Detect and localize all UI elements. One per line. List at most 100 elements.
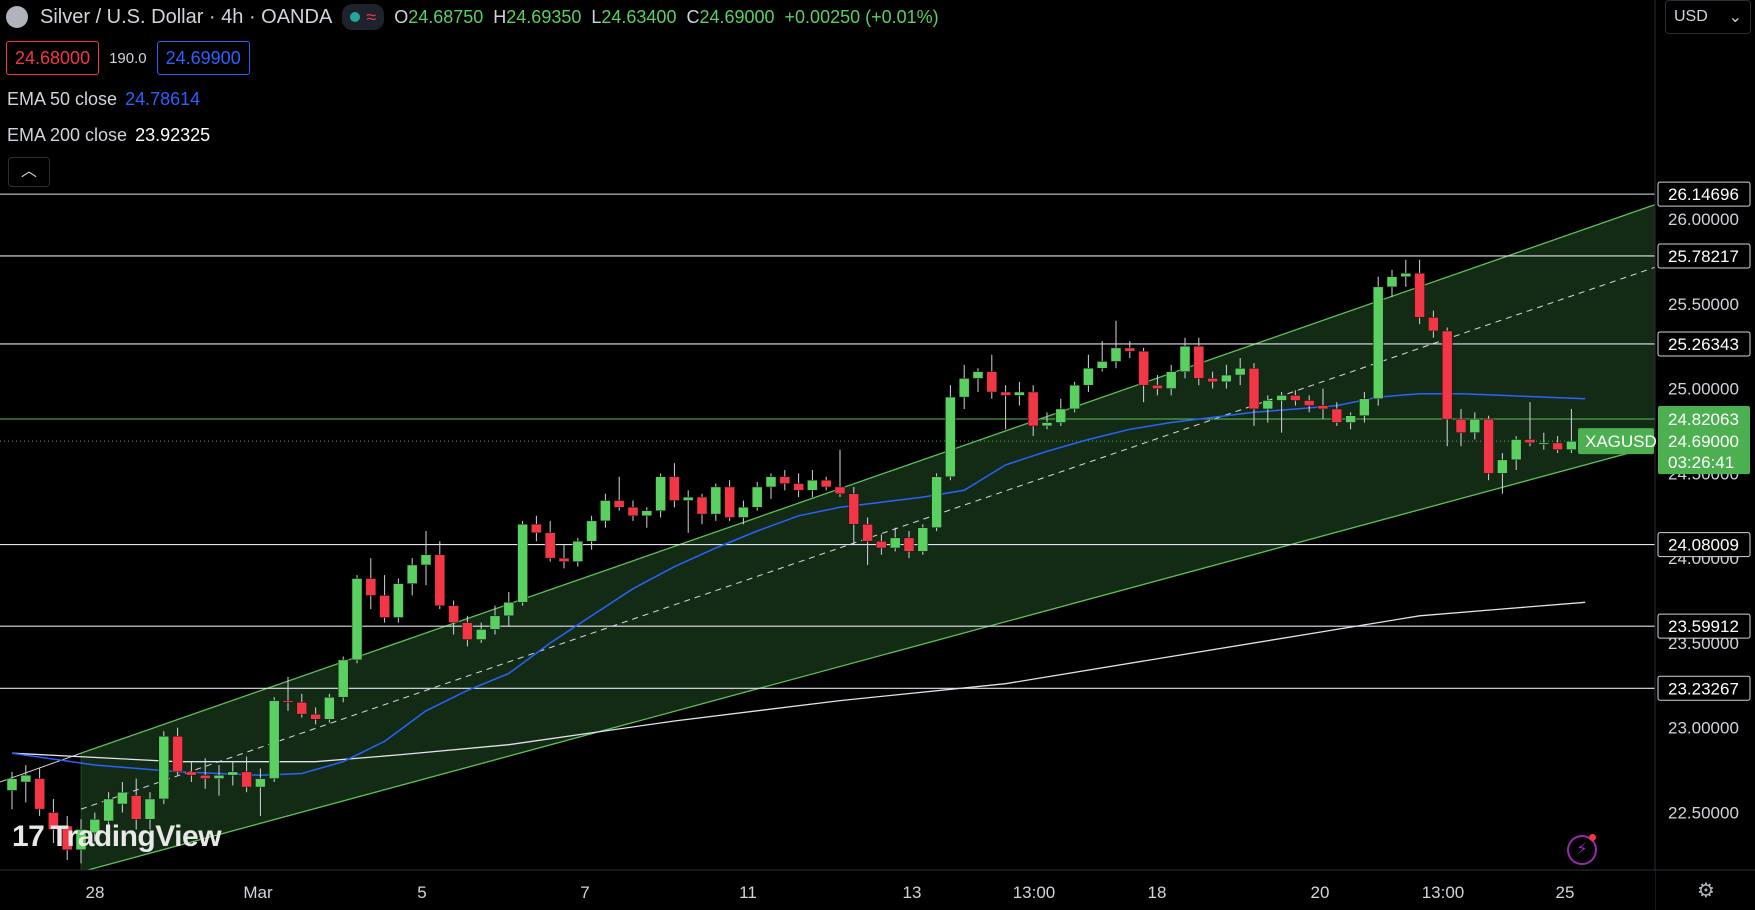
candle-body [1027, 391, 1039, 427]
candle-body [1083, 368, 1094, 386]
candle-body [724, 486, 735, 518]
candle [144, 792, 156, 830]
candle [1552, 436, 1563, 454]
level-tag-label: 25.26343 [1668, 335, 1739, 354]
candle [75, 819, 87, 864]
candle [1497, 453, 1508, 494]
candle [1510, 436, 1522, 470]
candle-body [1096, 361, 1108, 369]
indicator-ema50[interactable]: EMA 50 close 24.78614 [7, 89, 200, 110]
symbol-title[interactable]: Silver / U.S. Dollar · 4h · OANDA [40, 5, 333, 28]
candle-body [1262, 400, 1274, 410]
candle [917, 524, 929, 555]
silver-symbol-icon [6, 6, 28, 28]
bolt-icon[interactable]: ⚡ [1567, 835, 1597, 865]
candle-body [1441, 330, 1453, 420]
candle [848, 486, 860, 545]
candle [1483, 415, 1494, 481]
candle-body [1124, 347, 1136, 352]
candle [696, 493, 708, 525]
candle-body [1566, 440, 1577, 450]
candle [876, 534, 887, 555]
candle [393, 578, 404, 623]
candle-body [1345, 415, 1356, 423]
candle [1262, 395, 1274, 423]
candle [158, 731, 170, 805]
channel-extension-ray [0, 752, 82, 783]
candle-body [876, 540, 887, 549]
candle-body [862, 524, 873, 542]
candle [337, 656, 349, 703]
candle-body [1414, 273, 1425, 318]
candle-body [34, 778, 45, 810]
candle-body [1041, 422, 1053, 427]
candle-body [420, 554, 432, 566]
candle [613, 476, 625, 511]
candle [1069, 381, 1080, 413]
level-tag-label: 23.23267 [1668, 679, 1739, 698]
candle-body [807, 479, 818, 491]
candle-body [682, 496, 694, 501]
market-status-pill[interactable]: ≈ [342, 4, 385, 30]
candle-body [406, 564, 418, 584]
channel-median-line [80, 257, 1682, 810]
quote-row: 24.68000 190.0 24.69900 [6, 41, 250, 75]
candle [268, 697, 280, 782]
candle [1428, 310, 1439, 338]
candle-body [296, 702, 308, 715]
candle [1234, 358, 1246, 386]
currency-select[interactable]: USD ⌄ [1665, 0, 1751, 34]
candle-body [1455, 418, 1467, 433]
candle [517, 520, 528, 606]
candle [586, 515, 597, 550]
candle [1345, 412, 1356, 430]
candle-body [613, 500, 625, 508]
candle [103, 792, 114, 827]
channel-lower-line [80, 438, 1682, 873]
candle [1524, 402, 1536, 447]
sell-button[interactable]: 24.68000 [6, 41, 100, 75]
candle [958, 364, 970, 409]
candle-body [710, 486, 722, 515]
time-tick-label: 13:00 [1422, 883, 1465, 902]
candle-body [1110, 347, 1122, 362]
candle-body [462, 622, 473, 640]
candle-body [1234, 368, 1246, 376]
candle-body [1193, 345, 1205, 379]
candle [724, 480, 735, 521]
candle [1276, 392, 1287, 433]
time-tick-label: 28 [86, 883, 105, 902]
candle [1096, 341, 1108, 372]
level-tag-box [1657, 532, 1751, 558]
candle [738, 500, 749, 525]
candle-body [1248, 368, 1260, 410]
time-tick-label: 13:00 [1013, 883, 1056, 902]
time-tick-label: 25 [1556, 883, 1575, 902]
candle [1400, 259, 1412, 287]
candle-body [337, 659, 349, 698]
settings-icon[interactable]: ⚙ [1697, 880, 1715, 902]
candle-body [641, 510, 653, 517]
indicator-ema200[interactable]: EMA 200 close 23.92325 [7, 125, 210, 146]
collapse-legend-button[interactable]: ︿ [8, 157, 50, 187]
candle [903, 531, 915, 559]
candle-body [1400, 273, 1412, 277]
last-price-label: 24.69000 [1668, 432, 1739, 451]
time-tick-label: 18 [1148, 883, 1167, 902]
candle-body [241, 771, 252, 788]
candle [1165, 364, 1177, 396]
candle [558, 544, 570, 569]
price-tick-label: 25.00000 [1668, 380, 1739, 399]
candle [1386, 269, 1398, 298]
buy-button[interactable]: 24.69900 [156, 41, 250, 75]
candle [1469, 412, 1481, 440]
candle-body [586, 520, 597, 542]
candle-body [1497, 459, 1508, 474]
indicator-value: 24.78614 [125, 89, 201, 109]
candle-body [986, 371, 998, 393]
candle-body [379, 595, 390, 618]
last-price-tag-box [1658, 428, 1750, 475]
candle [420, 531, 432, 586]
candle-body [1469, 418, 1481, 433]
